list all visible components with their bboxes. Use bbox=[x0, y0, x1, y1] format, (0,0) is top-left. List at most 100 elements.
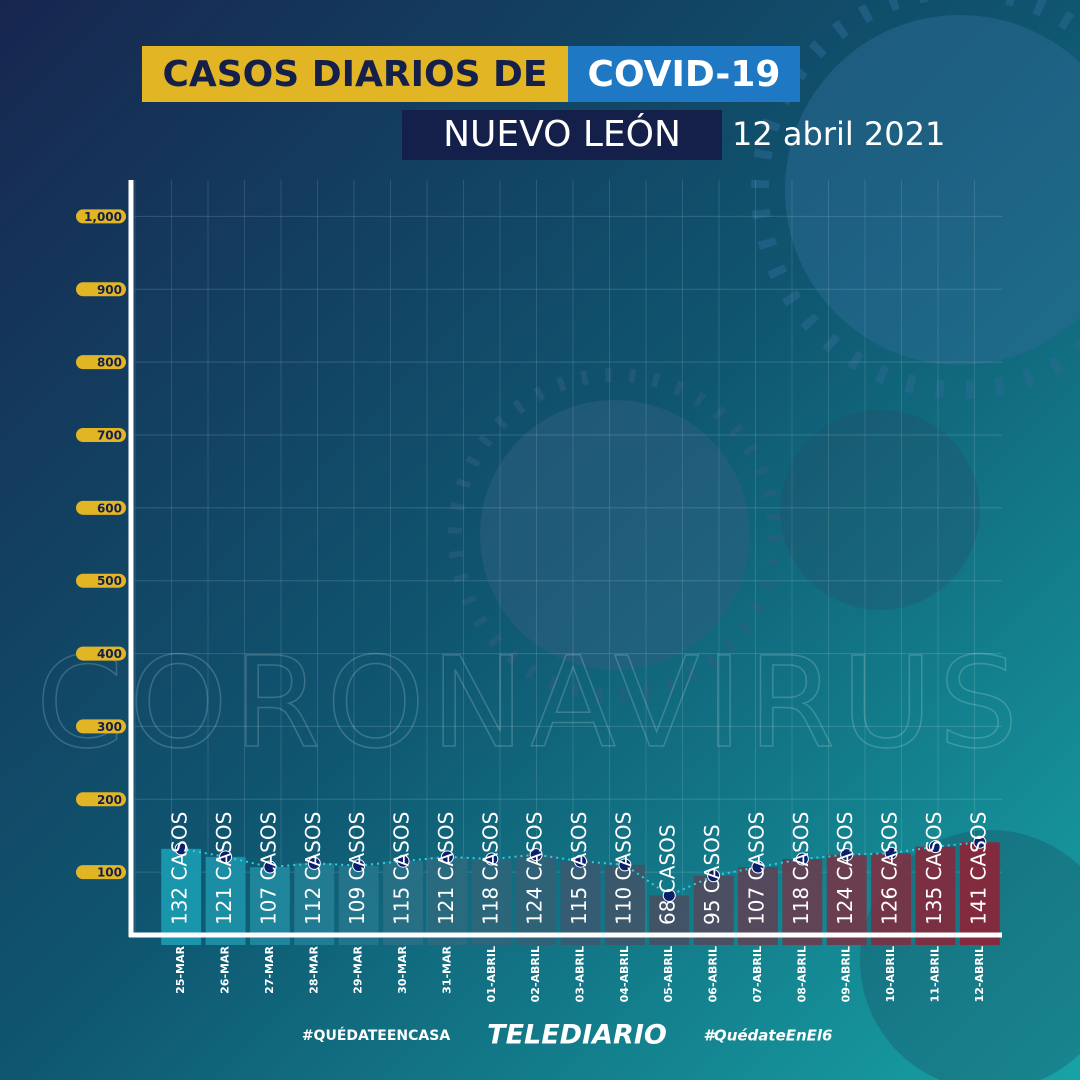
bar bbox=[738, 867, 778, 945]
y-tick-pill bbox=[76, 646, 126, 661]
bar bbox=[383, 861, 423, 945]
x-tick-label: 03-ABRIL bbox=[574, 946, 587, 1002]
value-label: 118 CASOS bbox=[789, 812, 813, 925]
value-label: 121 CASOS bbox=[434, 812, 458, 925]
bar bbox=[782, 859, 823, 945]
point bbox=[795, 852, 809, 866]
y-tick-pill bbox=[76, 792, 126, 807]
x-tick-label: 07-ABRIL bbox=[751, 946, 764, 1002]
value-label: 118 CASOS bbox=[478, 812, 502, 925]
title-highlight-box bbox=[568, 46, 800, 102]
y-tick-label: 900 bbox=[97, 283, 122, 297]
point bbox=[352, 859, 366, 873]
point bbox=[440, 850, 454, 864]
point bbox=[174, 842, 188, 856]
x-tick-label: 10-ABRIL bbox=[884, 946, 897, 1002]
footer-hashtag-2: #QuédateEnEl6 bbox=[704, 1027, 833, 1045]
value-label: 132 CASOS bbox=[168, 812, 192, 925]
x-tick-label: 27-MAR bbox=[263, 945, 276, 993]
bar bbox=[427, 856, 468, 945]
value-label: 126 CASOS bbox=[878, 812, 902, 925]
y-tick-pill bbox=[76, 719, 126, 734]
y-tick-label: 100 bbox=[97, 866, 122, 880]
point bbox=[529, 848, 543, 862]
x-tick-label: 02-ABRIL bbox=[529, 946, 542, 1002]
bar bbox=[871, 853, 912, 945]
value-label: 121 CASOS bbox=[212, 812, 236, 925]
x-tick-label: 25-MAR bbox=[174, 945, 187, 993]
point bbox=[396, 854, 410, 868]
bar bbox=[249, 867, 290, 945]
x-tick-label: 30-MAR bbox=[396, 945, 409, 993]
y-tick-label: 400 bbox=[97, 647, 122, 661]
y-tick-pill bbox=[76, 355, 126, 370]
point bbox=[574, 854, 587, 868]
x-tick-label: 08-ABRIL bbox=[795, 946, 808, 1002]
point bbox=[618, 858, 632, 872]
x-tick-label: 28-MAR bbox=[307, 945, 320, 993]
title-box bbox=[142, 46, 568, 102]
subtitle-box bbox=[402, 110, 722, 160]
point bbox=[751, 860, 765, 874]
value-label: 107 CASOS bbox=[744, 812, 768, 925]
y-tick-label: 800 bbox=[97, 356, 122, 370]
x-tick-label: 04-ABRIL bbox=[618, 946, 631, 1002]
point bbox=[263, 860, 277, 874]
y-tick-pill bbox=[76, 209, 126, 224]
point bbox=[485, 852, 499, 866]
bar bbox=[338, 865, 379, 945]
y-tick-pill bbox=[76, 865, 126, 880]
value-label: 109 CASOS bbox=[345, 812, 369, 925]
title-highlight: COVID-19 bbox=[588, 54, 781, 95]
value-label: 112 CASOS bbox=[301, 812, 325, 925]
x-tick-label: 29-MAR bbox=[352, 945, 365, 993]
x-tick-label: 06-ABRIL bbox=[707, 946, 720, 1002]
point bbox=[307, 856, 321, 870]
x-tick-label: 26-MAR bbox=[219, 945, 232, 993]
value-label: 95 CASOS bbox=[700, 824, 724, 925]
y-tick-pill bbox=[76, 500, 126, 515]
title: CASOS DIARIOS DE bbox=[162, 54, 547, 95]
footer-hashtag: #QUÉDATEENCASA bbox=[302, 1027, 451, 1044]
footer-brand: TELEDIARIO bbox=[487, 1020, 667, 1051]
x-tick-label: 12-ABRIL bbox=[973, 946, 986, 1002]
bar bbox=[826, 854, 867, 945]
value-label: 141 CASOS bbox=[966, 812, 990, 925]
watermark: CORONAVIRUS bbox=[36, 631, 1024, 776]
point bbox=[840, 848, 854, 862]
y-tick-label: 1,000 bbox=[84, 210, 122, 224]
y-tick-label: 500 bbox=[97, 574, 122, 588]
y-tick-label: 300 bbox=[97, 720, 122, 734]
date: 12 abril 2021 bbox=[732, 115, 945, 153]
y-tick-label: 600 bbox=[97, 501, 122, 515]
y-tick-pill bbox=[76, 573, 126, 588]
point bbox=[707, 869, 721, 883]
x-tick-label: 11-ABRIL bbox=[928, 946, 941, 1002]
bar bbox=[915, 846, 956, 945]
bar bbox=[959, 842, 1000, 945]
bar bbox=[604, 864, 645, 945]
value-label: 124 CASOS bbox=[523, 812, 547, 925]
y-tick-label: 700 bbox=[97, 429, 122, 443]
point bbox=[928, 840, 942, 854]
y-tick-pill bbox=[76, 428, 126, 442]
x-tick-label: 05-ABRIL bbox=[662, 946, 675, 1002]
x-tick-label: 01-ABRIL bbox=[485, 946, 498, 1002]
point bbox=[662, 888, 676, 902]
y-tick-pill bbox=[76, 282, 126, 297]
value-label: 135 CASOS bbox=[922, 812, 946, 925]
value-label: 124 CASOS bbox=[833, 812, 857, 925]
bar bbox=[294, 863, 335, 945]
y-tick-label: 200 bbox=[97, 793, 122, 807]
point bbox=[884, 846, 898, 860]
subtitle: NUEVO LEÓN bbox=[443, 113, 681, 155]
value-label: 115 CASOS bbox=[567, 812, 591, 925]
value-label: 107 CASOS bbox=[256, 812, 280, 925]
bar bbox=[161, 848, 202, 945]
virus-decoration bbox=[448, 0, 1080, 1080]
value-label: 68 CASOS bbox=[656, 824, 680, 925]
x-tick-label: 31-MAR bbox=[440, 945, 453, 993]
bar bbox=[516, 854, 557, 945]
point bbox=[973, 835, 987, 849]
